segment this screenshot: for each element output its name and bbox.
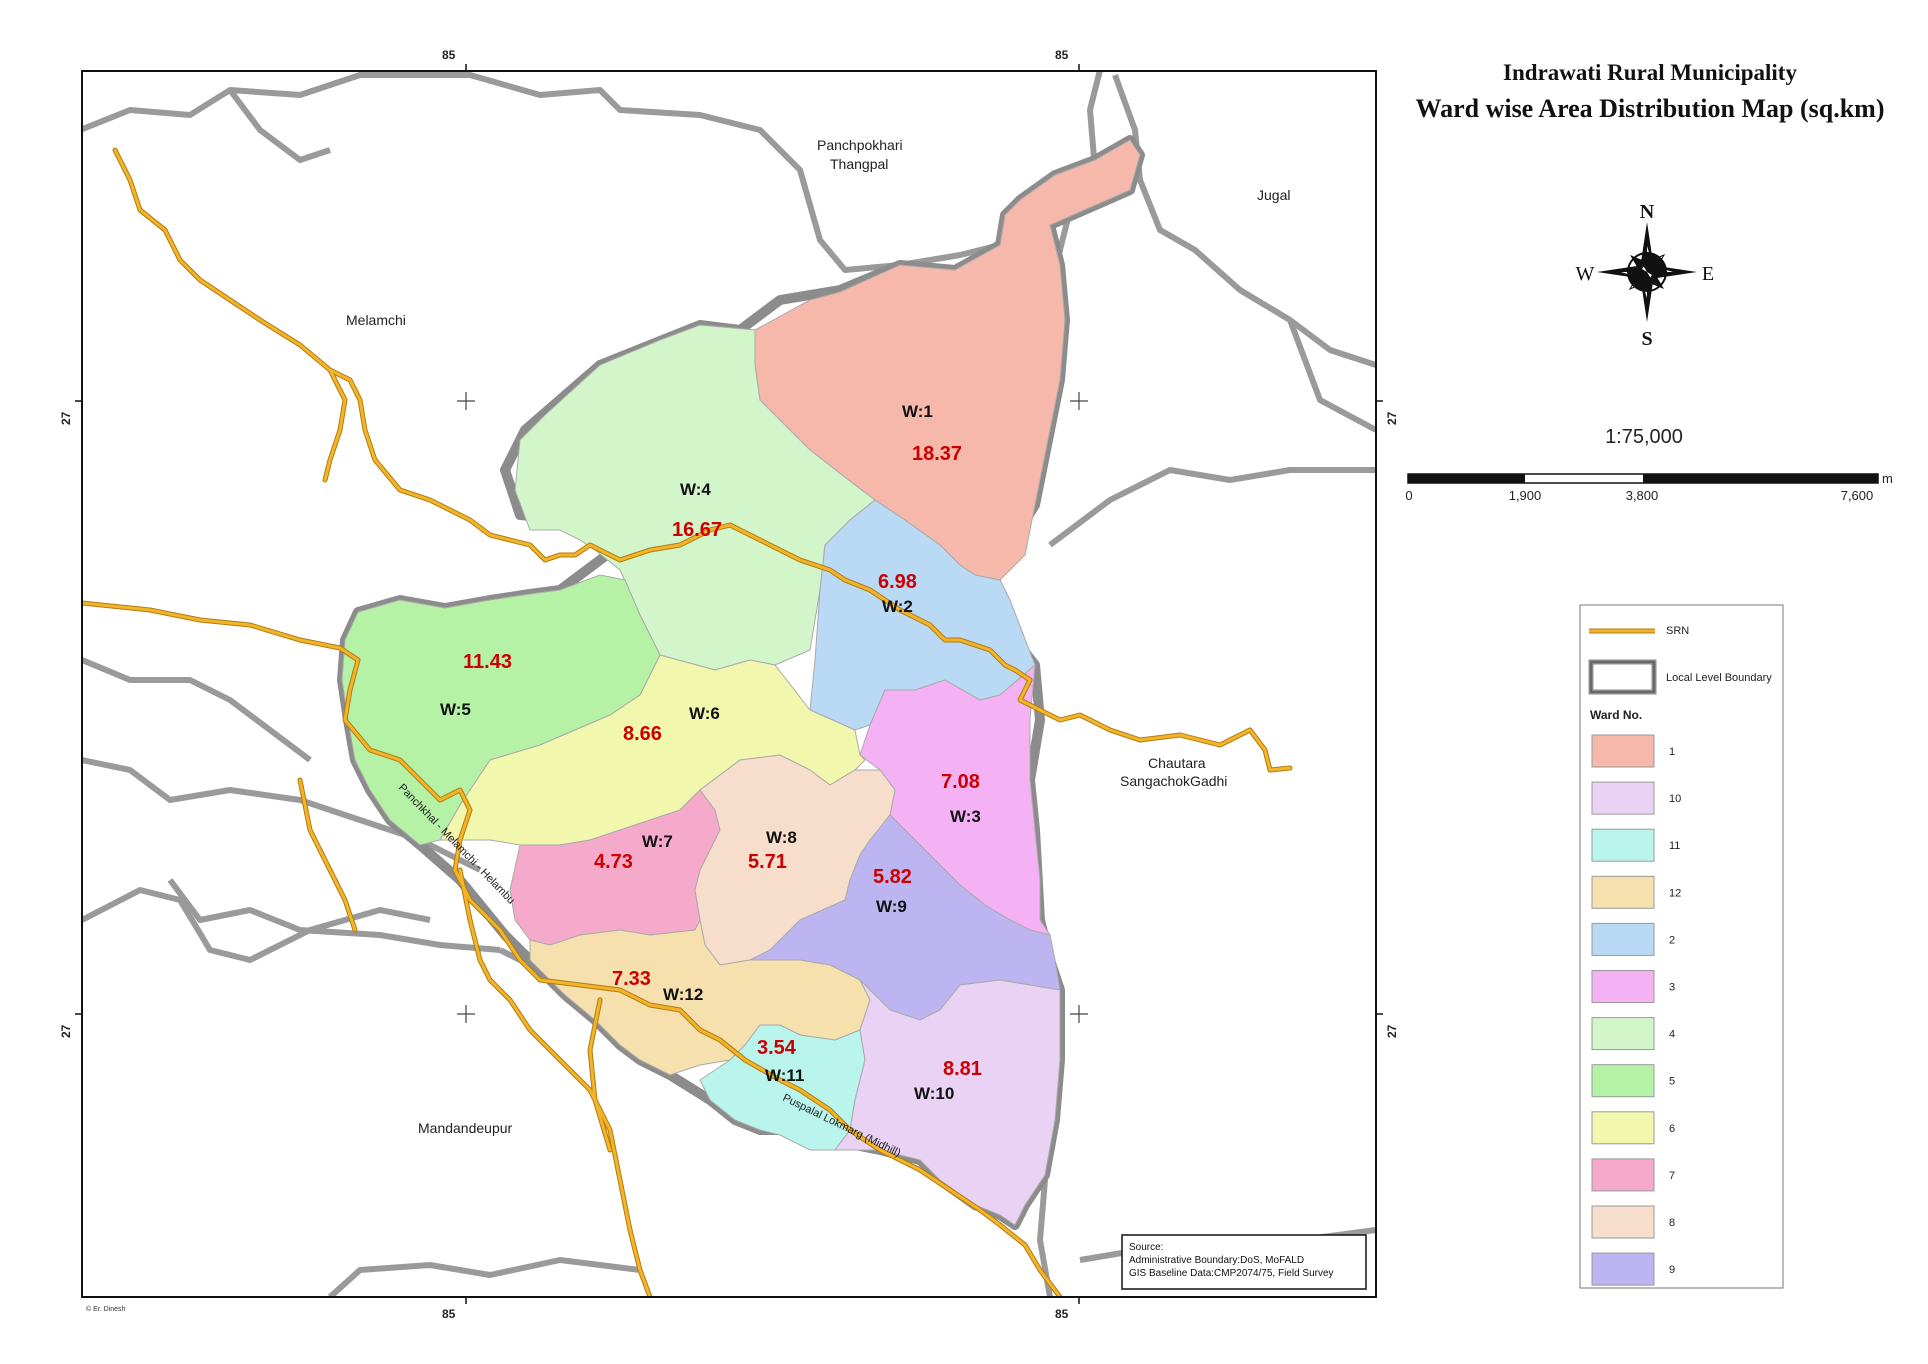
- ward-6-area-value: 8.66: [623, 723, 662, 745]
- legend-label-4: 4: [1669, 1029, 1675, 1041]
- ward-8-area-value: 5.71: [748, 851, 787, 873]
- ward-11-label: W:11: [765, 1066, 804, 1085]
- source-line-1: Source:: [1129, 1242, 1163, 1253]
- legend-label-5: 5: [1669, 1076, 1675, 1088]
- ward-5-label: W:5: [440, 700, 471, 719]
- legend-swatch-12: [1591, 875, 1655, 909]
- ward-11-area-value: 3.54: [757, 1037, 797, 1059]
- graticule-crosses: [457, 392, 1088, 1023]
- ward-7-label: W:7: [642, 832, 673, 851]
- place-mandandeupur: Mandandeupur: [418, 1120, 513, 1136]
- ward-10-label: W:10: [914, 1084, 954, 1103]
- ward-8-label: W:8: [766, 828, 797, 847]
- legend-srn-label: SRN: [1666, 625, 1689, 637]
- legend-label-10: 10: [1669, 793, 1681, 805]
- ward-4-label: W:4: [680, 480, 711, 499]
- ward-9-label: W:9: [876, 897, 907, 916]
- coord-right-bottom: 27: [1385, 1024, 1399, 1038]
- ward-5-area-value: 11.43: [463, 651, 512, 673]
- place-jugal: Jugal: [1257, 187, 1290, 203]
- source-box: Source: Administrative Boundary:DoS, MoF…: [1121, 1234, 1367, 1290]
- ward-9-area-value: 5.82: [873, 866, 912, 888]
- place-panchpokhari: Panchpokhari: [817, 137, 903, 153]
- legend-label-3: 3: [1669, 982, 1675, 994]
- legend-swatch-5: [1591, 1064, 1655, 1098]
- legend-swatch-6: [1591, 1111, 1655, 1145]
- compass-n: N: [1640, 201, 1655, 223]
- place-sangachokgadhi: SangachokGadhi: [1120, 773, 1227, 789]
- ward-2-label: W:2: [882, 597, 913, 616]
- compass-s: S: [1641, 328, 1652, 350]
- ward-1-label: W:1: [902, 402, 933, 421]
- legend: SRN Local Level Boundary Ward No. 110111…: [1579, 604, 1784, 1289]
- ward-3-label: W:3: [950, 807, 981, 826]
- legend-boundary-label: Local Level Boundary: [1666, 672, 1772, 684]
- ward-1-area-value: 18.37: [912, 443, 962, 465]
- coord-bottom-right: 85: [1055, 1307, 1069, 1321]
- scale-tick-1: 1,900: [1509, 488, 1542, 503]
- map-body: W:1 18.37 W:4 16.67 6.98 W:2 11.43 W:5 W…: [82, 71, 1376, 1297]
- coord-top-left: 85: [442, 48, 456, 62]
- legend-swatch-11: [1591, 828, 1655, 862]
- ward-3-area-value: 7.08: [941, 771, 980, 793]
- place-chautara: Chautara: [1148, 755, 1206, 771]
- legend-items: 1 10 11 12 2 3 4 5 6 7 8 9: [1591, 734, 1681, 1286]
- compass-w: W: [1576, 263, 1595, 285]
- legend-label-9: 9: [1669, 1264, 1675, 1276]
- coordinate-labels: 85 85 85 85 27 27 27 27: [59, 48, 1399, 1321]
- map-title-line-1: Indrawati Rural Municipality: [1503, 60, 1797, 85]
- map-title-line-2: Ward wise Area Distribution Map (sq.km): [1416, 94, 1885, 123]
- scale-unit: m: [1882, 471, 1893, 486]
- legend-label-7: 7: [1669, 1170, 1675, 1182]
- source-line-2: Administrative Boundary:DoS, MoFALD: [1129, 1255, 1304, 1266]
- legend-swatch-9: [1591, 1252, 1655, 1286]
- ward-10-area[interactable]: [834, 979, 1061, 1226]
- legend-swatch-3: [1591, 970, 1655, 1003]
- ward-12-label: W:12: [663, 985, 703, 1004]
- source-line-3: GIS Baseline Data:CMP2074/75, Field Surv…: [1129, 1268, 1334, 1279]
- legend-swatch-8: [1591, 1205, 1655, 1239]
- legend-label-12: 12: [1669, 887, 1681, 899]
- legend-heading: Ward No.: [1590, 708, 1642, 722]
- compass-e: E: [1702, 263, 1714, 285]
- legend-swatch-7: [1591, 1158, 1655, 1192]
- coord-bottom-left: 85: [442, 1307, 456, 1321]
- ward-10-area-value: 8.81: [943, 1058, 982, 1080]
- legend-swatch-4: [1591, 1017, 1655, 1051]
- legend-swatch-1: [1591, 734, 1655, 768]
- map-frame: [81, 70, 1377, 1298]
- scale-tick-3: 7,600: [1841, 488, 1874, 503]
- srn-roads: [82, 148, 1292, 1297]
- ward-7-area-value: 4.73: [594, 851, 633, 873]
- place-thangpal: Thangpal: [830, 156, 888, 172]
- ward-6-label: W:6: [689, 704, 720, 723]
- coord-left-bottom: 27: [59, 1024, 73, 1038]
- scale-bar: [1407, 473, 1879, 484]
- legend-label-1: 1: [1669, 746, 1675, 758]
- legend-label-6: 6: [1669, 1123, 1675, 1135]
- coord-left-top: 27: [59, 411, 73, 425]
- legend-label-11: 11: [1669, 840, 1680, 852]
- ward-4-area-value: 16.67: [672, 519, 722, 541]
- ward-12-area-value: 7.33: [612, 968, 651, 990]
- legend-boundary-swatch: [1588, 659, 1657, 695]
- coord-top-right: 85: [1055, 48, 1069, 62]
- coord-right-top: 27: [1385, 411, 1399, 425]
- place-labels: Panchpokhari Thangpal Jugal Melamchi Cha…: [346, 137, 1290, 1136]
- scale-ratio: 1:75,000: [1605, 426, 1683, 448]
- legend-swatch-10: [1591, 781, 1655, 815]
- legend-swatch-2: [1591, 922, 1655, 956]
- legend-label-8: 8: [1669, 1217, 1675, 1229]
- scale-tick-0: 0: [1405, 488, 1412, 503]
- legend-label-2: 2: [1669, 934, 1675, 946]
- north-arrow-icon: [1597, 222, 1697, 322]
- scale-tick-2: 3,800: [1626, 488, 1659, 503]
- ward-labels: W:1 18.37 W:4 16.67 6.98 W:2 11.43 W:5 W…: [440, 402, 982, 1103]
- place-melamchi: Melamchi: [346, 312, 406, 328]
- credit-text: © Er. Dinesh: [86, 1305, 126, 1313]
- ward-2-area-value: 6.98: [878, 571, 917, 593]
